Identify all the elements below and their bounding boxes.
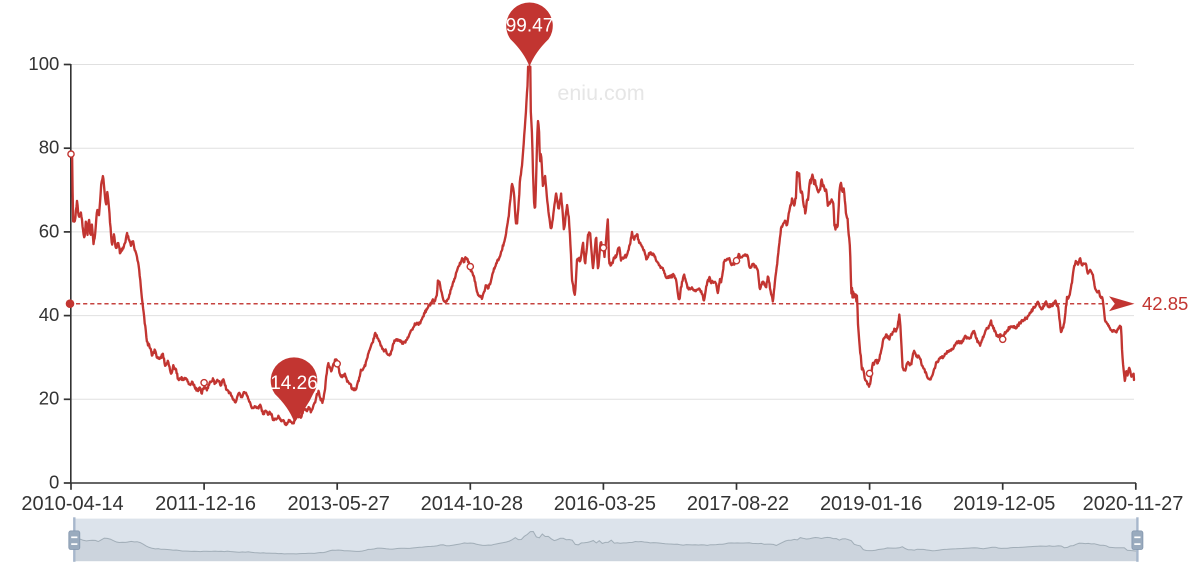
- svg-text:42.85: 42.85: [1142, 293, 1188, 314]
- svg-text:40: 40: [39, 304, 60, 325]
- svg-text:20: 20: [39, 388, 60, 409]
- svg-text:0: 0: [49, 471, 59, 492]
- svg-text:2016-03-25: 2016-03-25: [554, 493, 656, 515]
- svg-text:2010-04-14: 2010-04-14: [21, 493, 123, 515]
- svg-text:60: 60: [39, 220, 60, 241]
- svg-text:2017-08-22: 2017-08-22: [687, 493, 789, 515]
- svg-text:2019-01-16: 2019-01-16: [820, 493, 922, 515]
- svg-text:99.47: 99.47: [506, 16, 554, 37]
- svg-text:80: 80: [39, 137, 60, 158]
- svg-text:2014-10-28: 2014-10-28: [421, 493, 523, 515]
- svg-text:2013-05-27: 2013-05-27: [288, 493, 390, 515]
- svg-text:14.26: 14.26: [270, 373, 318, 394]
- svg-text:2019-12-05: 2019-12-05: [953, 493, 1055, 515]
- svg-text:2011-12-16: 2011-12-16: [155, 493, 256, 515]
- svg-text:100: 100: [28, 53, 59, 74]
- svg-text:2020-11-27: 2020-11-27: [1083, 493, 1184, 515]
- svg-text:eniu.com: eniu.com: [557, 81, 644, 105]
